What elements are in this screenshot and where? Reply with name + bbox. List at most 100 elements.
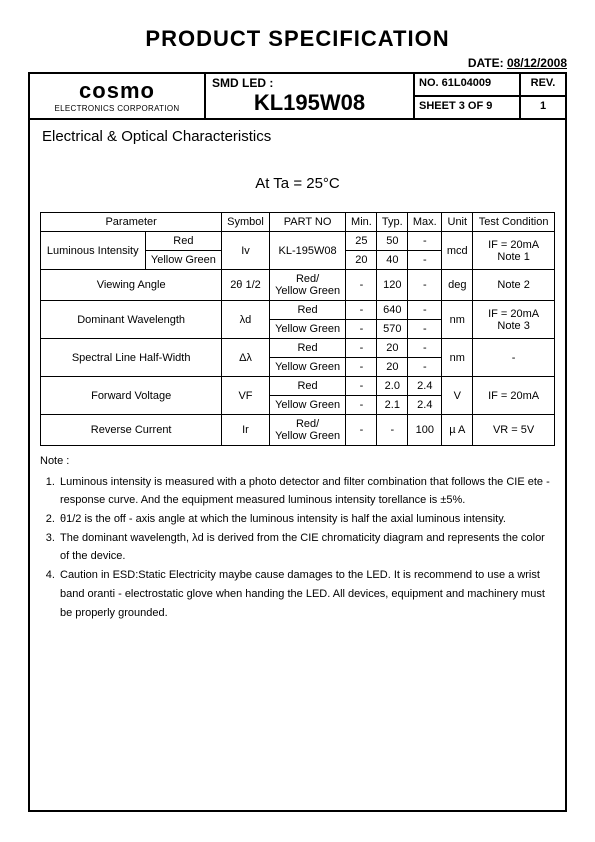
- th-unit: Unit: [442, 213, 473, 232]
- brand-cell: cosmo ELECTRONICS CORPORATION: [30, 74, 206, 118]
- cell: 2.4: [408, 377, 442, 396]
- cell: -: [408, 251, 442, 270]
- cell: λd: [222, 301, 269, 339]
- cell-lum-label: Luminous Intensity: [41, 232, 146, 270]
- cell: µ A: [442, 415, 473, 446]
- cell: 570: [377, 320, 408, 339]
- body-area: Electrical & Optical Characteristics At …: [30, 120, 565, 622]
- cell: 100: [408, 415, 442, 446]
- doc-no: NO. 61L04009: [415, 74, 521, 95]
- condition-line: At Ta = 25°C: [40, 175, 555, 192]
- cell: Yellow Green: [269, 396, 346, 415]
- cell: 50: [377, 232, 408, 251]
- table-row: Luminous Intensity Red Iv KL-195W08 25 5…: [41, 232, 555, 251]
- table-row: Dominant Wavelength λd Red - 640 - nm IF…: [41, 301, 555, 320]
- cell: 20: [346, 251, 377, 270]
- cell-dw-label: Dominant Wavelength: [41, 301, 222, 339]
- cell: Red: [269, 339, 346, 358]
- rev-label: REV.: [521, 74, 565, 95]
- cell: deg: [442, 270, 473, 301]
- cell: Ir: [222, 415, 269, 446]
- cell: -: [346, 396, 377, 415]
- cell: -: [408, 339, 442, 358]
- table-row: Viewing Angle 2θ 1/2 Red/ Yellow Green -…: [41, 270, 555, 301]
- cell-lum-yg: Yellow Green: [145, 251, 222, 270]
- cell: nm: [442, 339, 473, 377]
- cell: Red/ Yellow Green: [269, 415, 346, 446]
- page-title: PRODUCT SPECIFICATION: [28, 26, 567, 52]
- cell: -: [377, 415, 408, 446]
- brand-logo: cosmo: [32, 78, 202, 104]
- cell-va-label: Viewing Angle: [41, 270, 222, 301]
- product-type-label: SMD LED :: [212, 76, 407, 90]
- note-item: θ1/2 is the off - axis angle at which th…: [58, 510, 555, 529]
- cell-sl-label: Spectral Line Half-Width: [41, 339, 222, 377]
- date-label: DATE:: [468, 56, 504, 70]
- th-test-condition: Test Condition: [473, 213, 555, 232]
- section-title: Electrical & Optical Characteristics: [42, 128, 555, 145]
- cell: -: [408, 301, 442, 320]
- cell: 40: [377, 251, 408, 270]
- document-frame: cosmo ELECTRONICS CORPORATION SMD LED : …: [28, 72, 567, 812]
- th-partno: PART NO: [269, 213, 346, 232]
- cell: 20: [377, 339, 408, 358]
- cell: nm: [442, 301, 473, 339]
- header-bar: cosmo ELECTRONICS CORPORATION SMD LED : …: [30, 74, 565, 120]
- part-cell: SMD LED : KL195W08: [206, 74, 415, 118]
- cell: -: [346, 320, 377, 339]
- cell: -: [408, 320, 442, 339]
- sheet-label: SHEET 3 OF 9: [415, 97, 521, 118]
- note-item: The dominant wavelength, λd is derived f…: [58, 529, 555, 566]
- cell: -: [346, 270, 377, 301]
- cell-lum-tc: IF = 20mA Note 1: [473, 232, 555, 270]
- notes-section: Note : Luminous intensity is measured wi…: [40, 452, 555, 622]
- date-line: DATE: 08/12/2008: [28, 56, 567, 70]
- cell-lum-red: Red: [145, 232, 222, 251]
- cell-rc-label: Reverse Current: [41, 415, 222, 446]
- cell: Red: [269, 377, 346, 396]
- characteristics-table: Parameter Symbol PART NO Min. Typ. Max. …: [40, 212, 555, 446]
- part-number: KL195W08: [212, 90, 407, 116]
- cell: VF: [222, 377, 269, 415]
- brand-sub: ELECTRONICS CORPORATION: [32, 104, 202, 113]
- th-typ: Typ.: [377, 213, 408, 232]
- cell: -: [346, 377, 377, 396]
- cell: 25: [346, 232, 377, 251]
- rev-value: 1: [521, 97, 565, 118]
- cell: Note 2: [473, 270, 555, 301]
- cell: Red: [269, 301, 346, 320]
- cell: VR = 5V: [473, 415, 555, 446]
- doc-meta-cell: NO. 61L04009 REV. SHEET 3 OF 9 1: [415, 74, 565, 118]
- cell: -: [408, 232, 442, 251]
- cell: 2.0: [377, 377, 408, 396]
- cell: IF = 20mA: [473, 377, 555, 415]
- table-header-row: Parameter Symbol PART NO Min. Typ. Max. …: [41, 213, 555, 232]
- cell-fv-label: Forward Voltage: [41, 377, 222, 415]
- cell: Yellow Green: [269, 320, 346, 339]
- cell: 2θ 1/2: [222, 270, 269, 301]
- table-row: Forward Voltage VF Red - 2.0 2.4 V IF = …: [41, 377, 555, 396]
- th-min: Min.: [346, 213, 377, 232]
- cell: -: [346, 415, 377, 446]
- cell: 2.4: [408, 396, 442, 415]
- notes-label: Note :: [40, 455, 69, 467]
- table-row: Reverse Current Ir Red/ Yellow Green - -…: [41, 415, 555, 446]
- cell: -: [408, 358, 442, 377]
- cell-lum-sym: Iv: [222, 232, 269, 270]
- cell: V: [442, 377, 473, 415]
- cell-lum-unit: mcd: [442, 232, 473, 270]
- cell: -: [346, 339, 377, 358]
- note-item: Caution in ESD:Static Electricity maybe …: [58, 566, 555, 622]
- cell: 640: [377, 301, 408, 320]
- cell: -: [346, 358, 377, 377]
- cell-lum-pn: KL-195W08: [269, 232, 346, 270]
- cell: -: [473, 339, 555, 377]
- cell: Red/ Yellow Green: [269, 270, 346, 301]
- th-parameter: Parameter: [41, 213, 222, 232]
- cell: Δλ: [222, 339, 269, 377]
- th-symbol: Symbol: [222, 213, 269, 232]
- cell: 20: [377, 358, 408, 377]
- cell: 2.1: [377, 396, 408, 415]
- cell: Yellow Green: [269, 358, 346, 377]
- table-row: Spectral Line Half-Width Δλ Red - 20 - n…: [41, 339, 555, 358]
